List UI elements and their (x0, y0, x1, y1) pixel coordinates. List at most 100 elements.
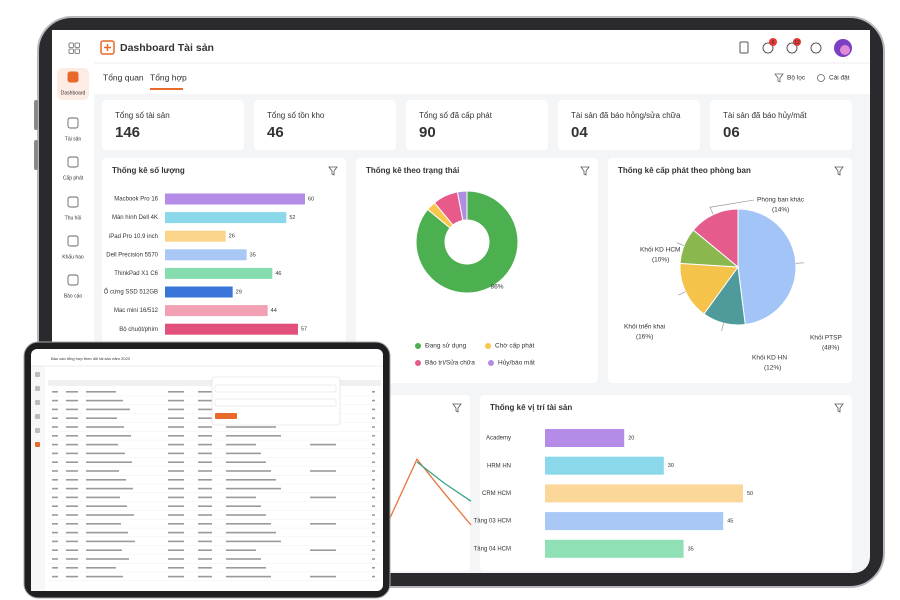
small-sidebar-icon (35, 442, 40, 447)
slice-percent: (14%) (772, 207, 789, 214)
filter-icon[interactable] (834, 403, 844, 413)
filter-icon[interactable] (328, 166, 338, 176)
table-cell (86, 399, 123, 402)
table-cell (66, 435, 78, 437)
slice-percent: (48%) (822, 345, 839, 352)
tab-active[interactable]: Tổng hợp (150, 72, 187, 82)
category-label: Ổ cứng SSD 512GB (104, 289, 158, 296)
action[interactable]: Cài đặt (829, 75, 850, 82)
category-label: iPad Pro 10.9 inch (109, 234, 158, 240)
sidebar-icon[interactable] (67, 196, 79, 208)
pie-slice (415, 190, 519, 294)
data-label: 26 (229, 234, 235, 240)
table-cell (198, 417, 212, 419)
bar (545, 539, 684, 558)
badge (769, 38, 777, 46)
table-cell (66, 523, 78, 525)
sidebar-icon[interactable] (67, 156, 79, 168)
legend-dot (415, 343, 421, 349)
table-cell (198, 408, 212, 411)
bar (165, 305, 268, 317)
data-label: 57 (301, 327, 307, 333)
tab[interactable]: Tổng quan (103, 72, 144, 82)
leader-line (721, 323, 724, 332)
table-cell (226, 505, 261, 507)
table-cell (198, 531, 212, 534)
table-cell (168, 470, 184, 472)
table-cell (168, 391, 184, 393)
sidebar-label[interactable]: Dashboard (61, 90, 86, 96)
sidebar-label[interactable]: Cấp phát (63, 175, 84, 181)
filter-icon[interactable] (452, 403, 462, 413)
table-cell (226, 549, 256, 551)
filter-icon[interactable] (580, 166, 590, 176)
sidebar-label[interactable]: Báo cáo (64, 293, 83, 299)
category-label: CRM HCM (482, 491, 511, 497)
bar (545, 456, 664, 475)
table-cell (198, 523, 212, 525)
data-label: 20 (628, 435, 634, 441)
table-cell (52, 479, 58, 481)
table-cell (52, 408, 58, 411)
table-cell (168, 540, 184, 543)
table-cell (86, 549, 122, 551)
table-cell (372, 558, 375, 560)
table-cell (372, 417, 375, 419)
table-cell (310, 549, 336, 551)
report-title: Báo cáo tổng hợp theo dõi tài sản năm 20… (51, 356, 131, 361)
popup-button[interactable] (215, 413, 237, 419)
table-cell (310, 575, 336, 578)
table-cell (66, 426, 78, 428)
card-label: Tài sản đã báo hỏng/sửa chữa (571, 111, 681, 120)
tab-underline (150, 88, 183, 90)
sidebar-label[interactable]: Khấu hao (62, 254, 84, 260)
card-value: 04 (571, 124, 588, 141)
table-cell (86, 461, 132, 463)
table-cell (226, 514, 266, 516)
legend-label: Hủy/báo mất (498, 358, 535, 367)
table-cell (168, 549, 184, 551)
bookmark-icon[interactable] (739, 41, 749, 54)
popup-field (214, 398, 337, 407)
card-value: 146 (115, 124, 140, 141)
table-cell (168, 496, 184, 499)
home-icon[interactable] (810, 42, 822, 54)
table-cell (52, 549, 58, 551)
header-icon[interactable] (786, 42, 798, 54)
legend-dot (415, 360, 421, 366)
popup (211, 376, 341, 426)
table-cell (372, 443, 375, 446)
table-cell (198, 487, 212, 490)
table-cell (372, 408, 375, 411)
table-cell (86, 523, 121, 525)
card-value: 06 (723, 124, 740, 141)
card-label: Tổng số tồn kho (267, 111, 325, 120)
table-cell (66, 567, 78, 569)
filter-icon[interactable] (834, 166, 844, 176)
sidebar-label[interactable]: Tài sản (65, 136, 82, 142)
leader-line (795, 262, 804, 264)
sidebar-icon[interactable] (67, 117, 79, 129)
table-cell (372, 391, 375, 393)
sidebar-icon[interactable] (67, 274, 79, 286)
table-cell (372, 540, 375, 543)
sidebar-icon[interactable] (67, 71, 79, 83)
sidebar-label[interactable]: Thu hồi (65, 215, 82, 221)
header-icon[interactable] (762, 42, 774, 54)
table-cell (86, 470, 119, 472)
table-cell (168, 558, 184, 560)
popup-field (214, 384, 337, 393)
small-sidebar-icon (35, 414, 40, 419)
table-cell (168, 514, 184, 516)
trend-line (389, 457, 472, 526)
table-cell (198, 426, 212, 428)
table-cell (86, 531, 128, 534)
table-cell (86, 540, 135, 543)
data-label: 52 (289, 215, 295, 221)
table-cell (168, 426, 184, 428)
table-cell (226, 575, 271, 578)
sidebar-icon[interactable] (67, 235, 79, 247)
table-cell (372, 523, 375, 525)
action[interactable]: Bộ lọc (787, 75, 806, 82)
table-cell (168, 417, 184, 419)
